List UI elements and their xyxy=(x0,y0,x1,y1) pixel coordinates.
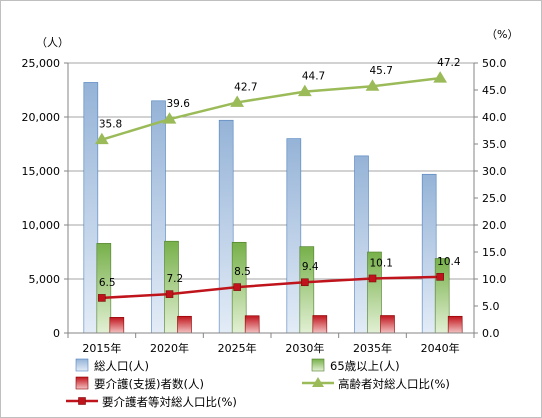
legend-label: 要介護者等対総人口比(%) xyxy=(102,395,237,409)
data-label: 42.7 xyxy=(234,81,257,93)
y-left-tick-label: 10,000 xyxy=(22,219,61,232)
legend-triangle-marker xyxy=(312,377,324,387)
legend: 総人口(人) 65歳以上(人) 要介護(支援)者数(人) 高齢者対総人口比(%) 要介護… xyxy=(66,358,450,409)
legend-label: 65歳以上(人) xyxy=(330,359,400,373)
legend-label: 要介護(支援)者数(人) xyxy=(94,377,204,391)
bar-1 xyxy=(83,82,99,334)
triangle-marker xyxy=(162,112,177,124)
bar-3 xyxy=(244,315,260,334)
y-left-tick-label: 0 xyxy=(53,327,60,340)
y-right-tick-label: 30.0 xyxy=(482,165,507,178)
data-label: 45.7 xyxy=(370,65,393,77)
triangle-marker xyxy=(365,79,380,91)
line-marks xyxy=(94,71,448,302)
data-label: 9.4 xyxy=(302,261,319,273)
legend-square-marker xyxy=(78,397,86,405)
square-marker xyxy=(233,283,241,291)
y-left-tick-label: 20,000 xyxy=(22,111,61,124)
bar-1 xyxy=(421,173,437,334)
x-tick-label: 2015年 xyxy=(82,341,121,355)
data-label: 8.5 xyxy=(234,266,251,278)
x-tick-label: 2020年 xyxy=(150,341,189,355)
triangle-marker xyxy=(94,132,109,145)
legend-swatch xyxy=(75,376,89,390)
y-right-tick-label: 50.0 xyxy=(482,57,507,70)
triangle-marker xyxy=(433,71,448,83)
data-label: 39.6 xyxy=(167,98,191,110)
square-marker xyxy=(98,294,106,302)
data-label: 6.5 xyxy=(99,277,116,289)
legend-item: 65歳以上(人) xyxy=(311,358,400,373)
y-right-tick-label: 20.0 xyxy=(482,219,507,232)
data-label: 10.1 xyxy=(370,257,393,269)
y-right-unit: （%） xyxy=(486,28,518,41)
triangle-marker xyxy=(297,84,312,97)
bar-1 xyxy=(286,138,302,334)
y-right-tick-label: 5.0 xyxy=(482,300,500,313)
bar-2 xyxy=(434,258,450,334)
x-tick-label: 2035年 xyxy=(353,341,392,355)
legend-item: 高齢者対総人口比(%) xyxy=(302,377,450,391)
line-4 xyxy=(101,275,441,300)
data-label: 7.2 xyxy=(167,273,184,285)
y-right-tick-label: 35.0 xyxy=(482,138,507,151)
y-right-tick-label: 0.0 xyxy=(482,327,500,340)
bar-3 xyxy=(447,315,463,334)
y-left-tick-label: 25,000 xyxy=(22,57,61,70)
legend-label: 高齢者対総人口比(%) xyxy=(338,377,450,391)
y-left-tick-label: 15,000 xyxy=(22,165,61,178)
square-marker xyxy=(368,274,377,283)
y-left-unit: （人） xyxy=(36,36,69,49)
gridlines xyxy=(68,62,474,280)
triangle-marker xyxy=(230,95,245,107)
square-marker xyxy=(301,278,309,287)
data-label: 35.8 xyxy=(99,119,122,131)
legend-swatch xyxy=(311,358,325,372)
y-left-tick-label: 5,000 xyxy=(29,273,61,286)
bar-2 xyxy=(164,240,179,334)
bar-3 xyxy=(380,315,395,334)
square-marker xyxy=(165,290,174,298)
y-right-tick-label: 40.0 xyxy=(482,111,507,124)
bar-3 xyxy=(109,317,125,334)
x-tick-label: 2040年 xyxy=(421,341,460,355)
legend-swatch xyxy=(75,358,89,372)
bar-3 xyxy=(312,315,328,334)
y-right-tick-label: 10.0 xyxy=(482,273,507,286)
bar-1 xyxy=(354,155,369,334)
bar-marks xyxy=(83,82,463,334)
data-label: 47.2 xyxy=(437,57,460,69)
legend-item: 要介護(支援)者数(人) xyxy=(75,376,204,391)
bar-2 xyxy=(299,246,315,334)
y-right-tick-label: 45.0 xyxy=(482,84,507,97)
square-marker xyxy=(436,273,444,281)
data-labels: 35.8 39.6 42.7 44.7 45.7 47.2 6.5 7.2 8.5 9.4 10.1… xyxy=(99,57,461,289)
legend-label: 総人口(人) xyxy=(94,359,149,373)
legend-item: 総人口(人) xyxy=(75,358,149,373)
bar-3 xyxy=(177,315,192,334)
axes: 0 5,000 10,000 15,000 20,000 25,000 0.0 5.0 10.0… xyxy=(22,28,519,355)
y-right-tick-label: 25.0 xyxy=(482,192,507,205)
x-tick-label: 2030年 xyxy=(285,341,324,355)
legend-item: 要介護者等対総人口比(%) xyxy=(66,395,237,409)
line-3 xyxy=(101,76,441,141)
bar-1 xyxy=(151,100,166,334)
x-tick-label: 2025年 xyxy=(218,341,257,355)
y-right-tick-label: 15.0 xyxy=(482,246,507,259)
data-label: 10.4 xyxy=(437,256,461,268)
bar-1 xyxy=(218,119,234,334)
data-label: 44.7 xyxy=(302,71,325,83)
